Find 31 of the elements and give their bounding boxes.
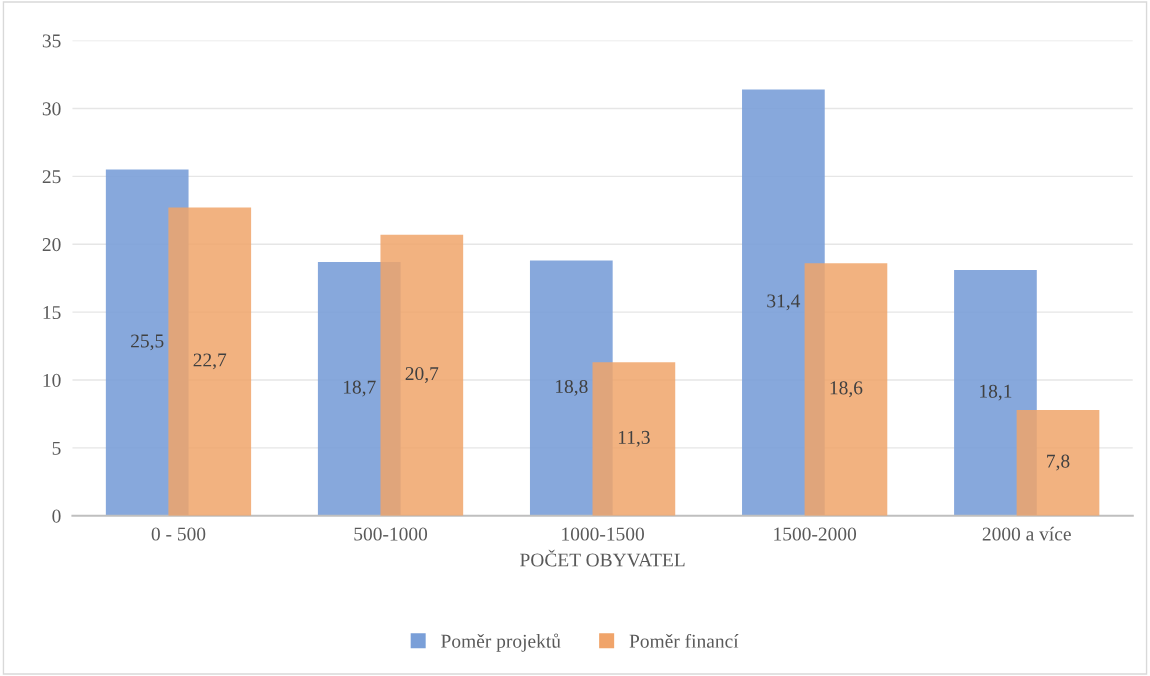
bar xyxy=(380,234,464,516)
legend-label: Poměr projektů xyxy=(441,633,561,652)
x-tick-label: 1000-1500 xyxy=(562,527,644,541)
x-axis-title: POČET OBYVATEL xyxy=(520,549,685,567)
bar xyxy=(168,207,252,516)
bar xyxy=(1016,409,1100,516)
data-label: 25,5 xyxy=(131,334,164,351)
y-tick-label: 5 xyxy=(52,441,61,455)
bar xyxy=(592,362,676,516)
x-tick-label: 1500-2000 xyxy=(774,527,857,541)
x-tick-label: 0 - 500 xyxy=(151,527,206,541)
data-label: 11,3 xyxy=(618,430,650,447)
y-tick-label: 25 xyxy=(42,170,61,184)
data-label: 22,7 xyxy=(193,353,227,370)
y-tick-label: 20 xyxy=(42,238,61,252)
y-tick-label: 30 xyxy=(42,102,61,116)
y-tick-label: 10 xyxy=(43,373,61,387)
y-tick-label: 15 xyxy=(43,306,61,320)
data-label: 31,4 xyxy=(767,294,801,311)
y-tick-label: 35 xyxy=(42,34,61,48)
data-label: 18,8 xyxy=(556,379,588,396)
y-tick-label: 0 xyxy=(52,509,61,523)
data-label: 20,7 xyxy=(405,367,439,383)
data-label: 7,8 xyxy=(1047,454,1070,471)
x-tick-label: 500-1000 xyxy=(354,527,428,541)
data-label: 18,7 xyxy=(343,380,376,397)
x-tick-label: 2000 a více xyxy=(982,526,1071,541)
legend-label: Poměr financí xyxy=(629,633,739,648)
data-label: 18,1 xyxy=(980,384,1012,401)
bar xyxy=(804,263,888,516)
data-label: 18,6 xyxy=(830,381,863,398)
